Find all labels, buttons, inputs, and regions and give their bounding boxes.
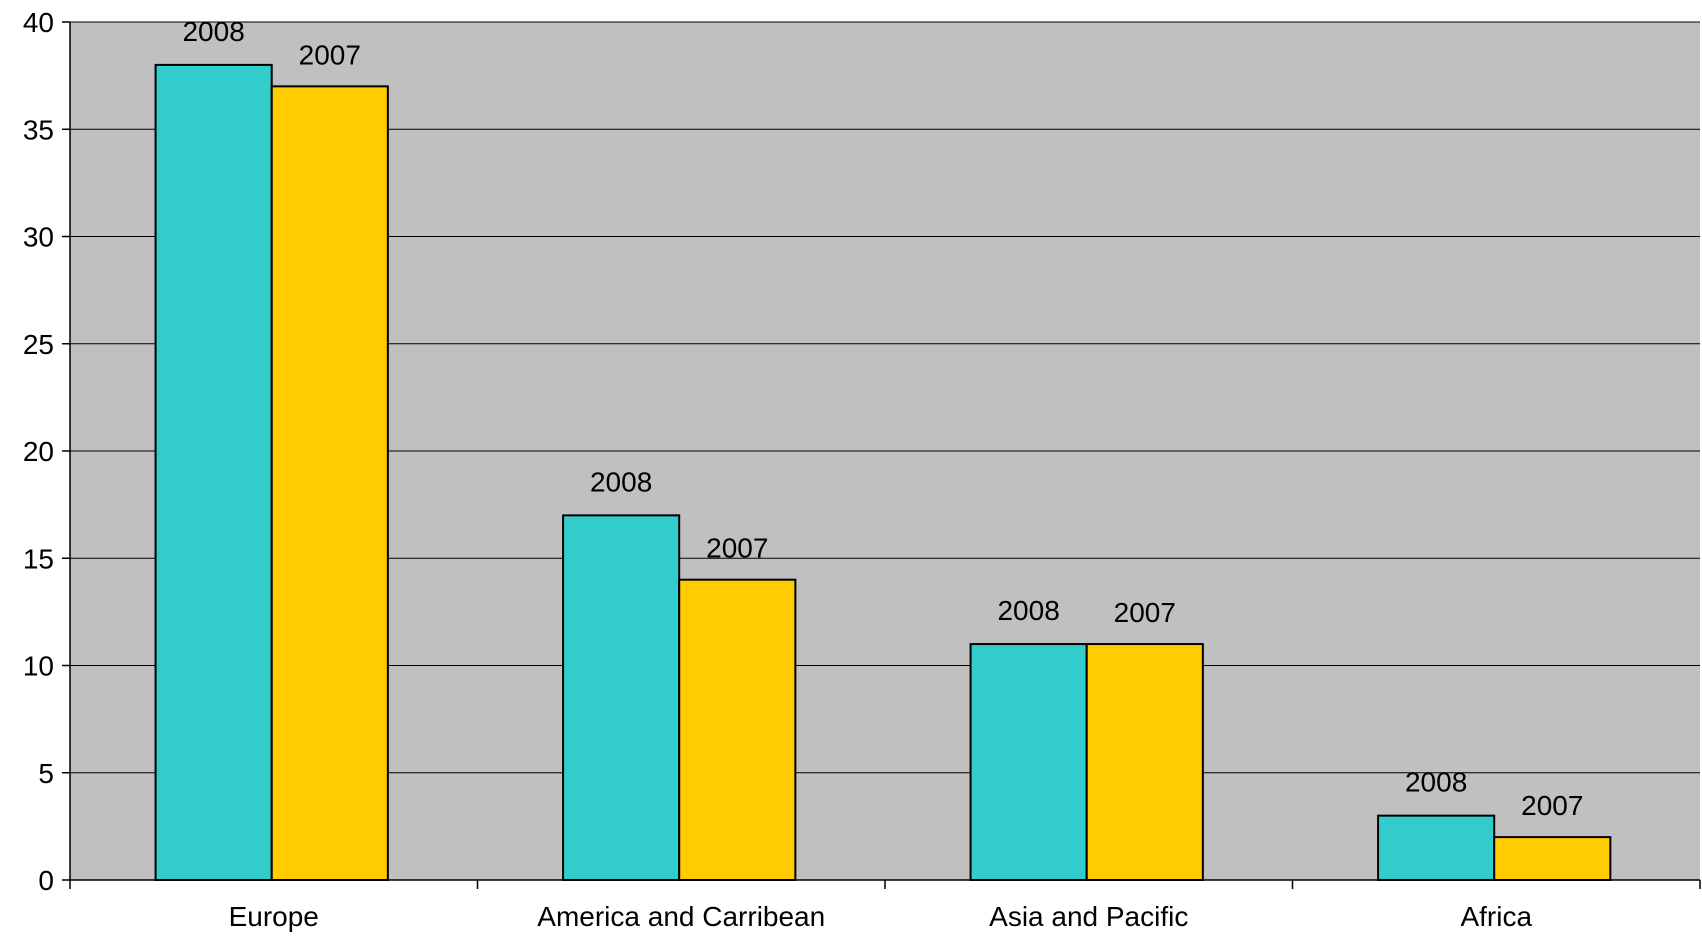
y-tick-label: 35 — [23, 114, 54, 145]
bar-2007-0 — [270, 85, 389, 882]
y-tick-label: 5 — [38, 758, 54, 789]
bar-2008-3 — [1377, 814, 1496, 882]
y-tick-label: 20 — [23, 436, 54, 467]
x-tick-label: Africa — [1460, 901, 1532, 932]
y-tick-label: 15 — [23, 543, 54, 574]
bar-2008-1 — [562, 514, 681, 881]
y-tick-label: 25 — [23, 329, 54, 360]
data-label: 2008 — [997, 595, 1059, 626]
bars — [154, 63, 1612, 882]
data-label: 2007 — [1114, 597, 1176, 628]
data-label: 2008 — [590, 466, 652, 497]
bar-2007-3 — [1493, 836, 1612, 881]
y-tick-label: 40 — [23, 7, 54, 38]
data-labels: 2008 2007 2008 2007 2008 2007 2008 2007 — [182, 16, 1583, 821]
bar-2007-1 — [678, 578, 797, 881]
x-tick-label: America and Carribean — [537, 901, 825, 932]
y-tick-label: 10 — [23, 651, 54, 682]
data-label: 2008 — [182, 16, 244, 47]
data-label: 2008 — [1405, 767, 1467, 798]
data-label: 2007 — [1521, 790, 1583, 821]
x-tick-label: Europe — [229, 901, 319, 932]
y-tick-label: 30 — [23, 222, 54, 253]
bar-2007-2 — [1085, 643, 1204, 881]
axes: 0 5 10 15 20 25 30 35 40 Europe America and Carrib… — [23, 7, 1701, 932]
data-label: 2007 — [706, 533, 768, 564]
data-label: 2007 — [299, 39, 361, 70]
bar-2008-0 — [154, 63, 273, 881]
x-tick-label: Asia and Pacific — [989, 901, 1188, 932]
y-tick-label: 0 — [38, 865, 54, 896]
bar-2008-2 — [969, 643, 1088, 881]
